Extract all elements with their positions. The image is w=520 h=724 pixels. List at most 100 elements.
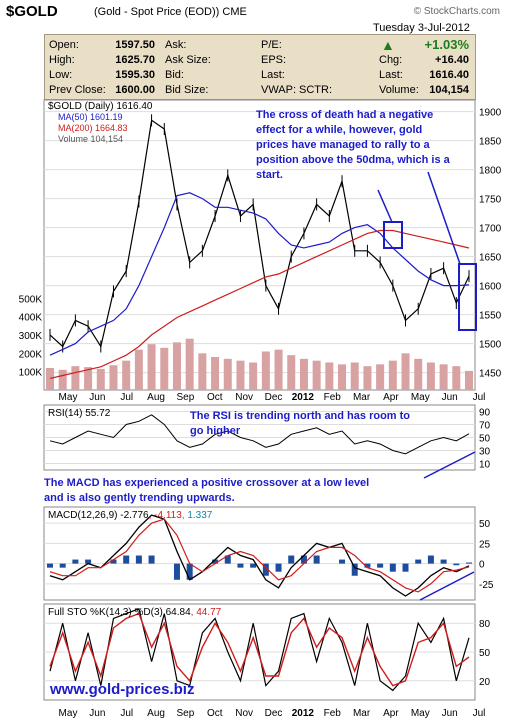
- annotation-arrow-line: [377, 189, 393, 223]
- x-axis-label: Nov: [235, 708, 253, 719]
- macd-histogram-bar: [212, 559, 219, 564]
- x-axis-label: Feb: [324, 708, 342, 719]
- symbol-description: (Gold - Spot Price (EOD)): [94, 6, 220, 18]
- volume-bar: [71, 366, 80, 390]
- macd-title-value: , -4.113: [149, 510, 183, 521]
- volume-tick-label: 100K: [19, 368, 43, 379]
- macd-histogram-bar: [377, 563, 384, 568]
- x-axis-label: 2012: [292, 392, 315, 403]
- ma200-line: [49, 229, 470, 379]
- macd-histogram-bar: [339, 559, 346, 564]
- macd-histogram-bar: [224, 555, 231, 564]
- macd-histogram-bar: [148, 555, 155, 564]
- stochastic-title-value: 64.84: [166, 607, 191, 618]
- up-arrow-icon: ▲: [381, 37, 395, 53]
- x-axis-label: Mar: [353, 708, 371, 719]
- macd-histogram-bar: [453, 563, 460, 566]
- macd-histogram-bar: [389, 563, 396, 572]
- chg-label: Chg:: [379, 54, 403, 66]
- bid-size-label: Bid Size:: [165, 84, 209, 96]
- low-label: Low:: [49, 69, 73, 81]
- price-tick-label: 1600: [479, 282, 502, 293]
- sto-tick-label: 50: [479, 648, 491, 659]
- x-axis-label: Jul: [120, 708, 133, 719]
- volume-bar: [58, 369, 67, 390]
- sto-tick-label: 80: [479, 619, 491, 630]
- macd-histogram-bar: [59, 563, 66, 568]
- volume-tick-label: 500K: [19, 294, 43, 305]
- macd-histogram-bar: [427, 555, 434, 564]
- chg-value: +16.40: [435, 54, 469, 66]
- macd-histogram-bar: [85, 559, 92, 564]
- price-tick-label: 1550: [479, 311, 502, 322]
- x-axis-label: Jul: [473, 708, 486, 719]
- volume-bar: [261, 351, 270, 390]
- pct-change: +1.03%: [424, 37, 469, 52]
- x-axis-label: Jul: [120, 392, 133, 403]
- price-annotation-line: effect for a while, however, gold: [256, 124, 422, 136]
- volume-bar: [376, 364, 385, 390]
- macd-annotation-line: and is also gently trending upwards.: [44, 492, 235, 504]
- macd-histogram-bar: [135, 555, 142, 564]
- volume-tick-label: 400K: [19, 313, 43, 324]
- x-axis-label: Jun: [89, 392, 105, 403]
- x-axis-label: May: [59, 708, 78, 719]
- price-annotation-line: prices have managed to rally to a: [256, 139, 431, 151]
- pe-label: P/E:: [261, 39, 282, 51]
- website-watermark: www.gold-prices.biz: [49, 681, 194, 698]
- volume-bar: [185, 338, 194, 390]
- x-axis-label: Apr: [383, 708, 399, 719]
- x-axis-label: Oct: [207, 392, 223, 403]
- price-tick-label: 1450: [479, 369, 502, 380]
- macd-histogram-bar: [351, 563, 358, 576]
- macd-histogram-bar: [173, 563, 180, 580]
- x-axis-label: Jun: [442, 708, 458, 719]
- volume-bar: [122, 360, 131, 390]
- rsi-tick-label: 90: [479, 408, 491, 419]
- x-axis-label: May: [411, 708, 430, 719]
- macd-histogram-bar: [47, 563, 53, 568]
- last-label: Last:: [379, 69, 403, 81]
- macd-histogram-bar: [186, 563, 193, 580]
- quote-date: Tuesday 3-Jul-2012: [373, 22, 470, 34]
- rsi-tick-label: 70: [479, 421, 491, 432]
- macd-histogram-bar: [123, 555, 130, 564]
- macd-tick-label: 50: [479, 519, 491, 530]
- volume-label: Volume:: [379, 84, 419, 96]
- volume-tick-label: 200K: [19, 349, 43, 360]
- macd-histogram-bar: [262, 563, 269, 576]
- macd-line: [49, 514, 470, 597]
- macd-histogram-bar: [313, 555, 320, 564]
- volume-bar: [84, 367, 93, 390]
- macd-histogram-bar: [250, 563, 257, 568]
- x-axis-label: Oct: [207, 708, 223, 719]
- rsi-panel-title: RSI(14) 55.72: [48, 408, 111, 419]
- rsi-trend-line: [423, 451, 476, 479]
- high-label: High:: [49, 54, 75, 66]
- macd-histogram-bar: [300, 555, 307, 564]
- ma50-legend: MA(50) 1601.19: [58, 112, 123, 122]
- volume-bar: [426, 362, 435, 390]
- macd-histogram-bar: [364, 563, 371, 568]
- stochastic-d-line: [49, 612, 470, 687]
- last-mid-label: Last:: [261, 69, 285, 81]
- annotation-arrow-line: [427, 171, 461, 265]
- volume-bar: [350, 362, 359, 390]
- vwap-label: VWAP:: [261, 84, 297, 96]
- volume-bar: [287, 355, 296, 390]
- x-axis-label: Sep: [177, 708, 195, 719]
- macd-histogram-bar: [275, 563, 282, 572]
- ma200-legend: MA(200) 1664.83: [58, 123, 128, 133]
- open-value: 1597.50: [115, 39, 155, 51]
- open-label: Open:: [49, 39, 79, 51]
- exchange-label: CME: [222, 6, 247, 18]
- symbol-title: $GOLD: [6, 3, 58, 20]
- macd-histogram-bar: [440, 559, 447, 564]
- macd-panel-title: MACD(12,26,9) -2.776, -4.113, 1.337: [48, 510, 213, 521]
- price-close-line: [49, 119, 470, 349]
- macd-title-value: -2.776: [120, 510, 149, 521]
- macd-histogram-bar: [288, 555, 295, 564]
- macd-trend-line: [419, 571, 475, 601]
- price-tick-label: 1800: [479, 166, 502, 177]
